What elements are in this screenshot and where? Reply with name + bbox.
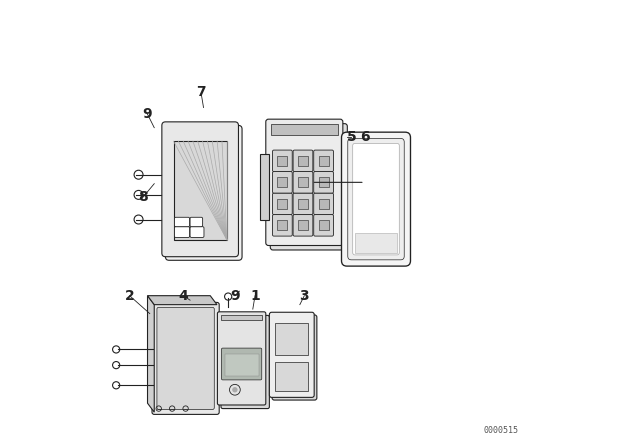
- FancyBboxPatch shape: [314, 150, 333, 172]
- FancyBboxPatch shape: [314, 215, 333, 236]
- FancyBboxPatch shape: [353, 143, 399, 255]
- Bar: [278, 177, 287, 187]
- FancyBboxPatch shape: [174, 227, 189, 237]
- Text: 4: 4: [179, 289, 188, 303]
- FancyBboxPatch shape: [273, 193, 292, 215]
- Text: 9: 9: [230, 289, 240, 303]
- Bar: [298, 199, 308, 209]
- Circle shape: [232, 387, 237, 392]
- FancyBboxPatch shape: [348, 138, 404, 260]
- Bar: [225, 354, 259, 376]
- FancyBboxPatch shape: [218, 312, 266, 405]
- FancyBboxPatch shape: [221, 348, 262, 380]
- Bar: [275, 323, 308, 355]
- FancyBboxPatch shape: [342, 132, 410, 266]
- Text: 8: 8: [138, 190, 148, 204]
- FancyBboxPatch shape: [269, 312, 314, 397]
- FancyBboxPatch shape: [270, 124, 348, 250]
- FancyBboxPatch shape: [174, 217, 189, 227]
- FancyBboxPatch shape: [273, 150, 292, 172]
- Bar: [319, 220, 328, 230]
- Bar: [298, 177, 308, 187]
- FancyBboxPatch shape: [273, 215, 292, 236]
- Bar: [355, 233, 397, 253]
- Text: 6: 6: [360, 129, 370, 144]
- FancyBboxPatch shape: [273, 172, 292, 193]
- FancyBboxPatch shape: [272, 315, 317, 400]
- Polygon shape: [148, 296, 217, 305]
- Text: 2: 2: [125, 289, 134, 303]
- Bar: [319, 177, 328, 187]
- FancyBboxPatch shape: [293, 150, 313, 172]
- FancyBboxPatch shape: [293, 193, 313, 215]
- Bar: [298, 220, 308, 230]
- FancyBboxPatch shape: [162, 122, 239, 257]
- Bar: [298, 156, 308, 166]
- FancyBboxPatch shape: [152, 302, 220, 414]
- Text: 1: 1: [250, 289, 260, 303]
- Text: 7: 7: [196, 85, 206, 99]
- Polygon shape: [148, 296, 154, 412]
- Text: 9: 9: [143, 107, 152, 121]
- FancyBboxPatch shape: [221, 315, 269, 409]
- Text: 3: 3: [300, 289, 309, 303]
- FancyBboxPatch shape: [314, 193, 333, 215]
- Text: 0000515: 0000515: [484, 426, 519, 435]
- Bar: [278, 220, 287, 230]
- Bar: [271, 124, 338, 135]
- FancyBboxPatch shape: [190, 227, 204, 237]
- Bar: [275, 362, 308, 391]
- FancyBboxPatch shape: [157, 307, 214, 409]
- FancyBboxPatch shape: [293, 215, 313, 236]
- Text: 5: 5: [346, 129, 356, 144]
- FancyBboxPatch shape: [314, 172, 333, 193]
- FancyBboxPatch shape: [293, 172, 313, 193]
- Bar: [221, 315, 262, 320]
- Bar: [278, 156, 287, 166]
- Bar: [260, 154, 269, 220]
- Bar: [173, 141, 227, 240]
- Bar: [319, 156, 328, 166]
- Bar: [278, 199, 287, 209]
- FancyBboxPatch shape: [165, 125, 242, 260]
- FancyBboxPatch shape: [190, 217, 203, 227]
- Bar: [319, 199, 328, 209]
- FancyBboxPatch shape: [266, 119, 343, 246]
